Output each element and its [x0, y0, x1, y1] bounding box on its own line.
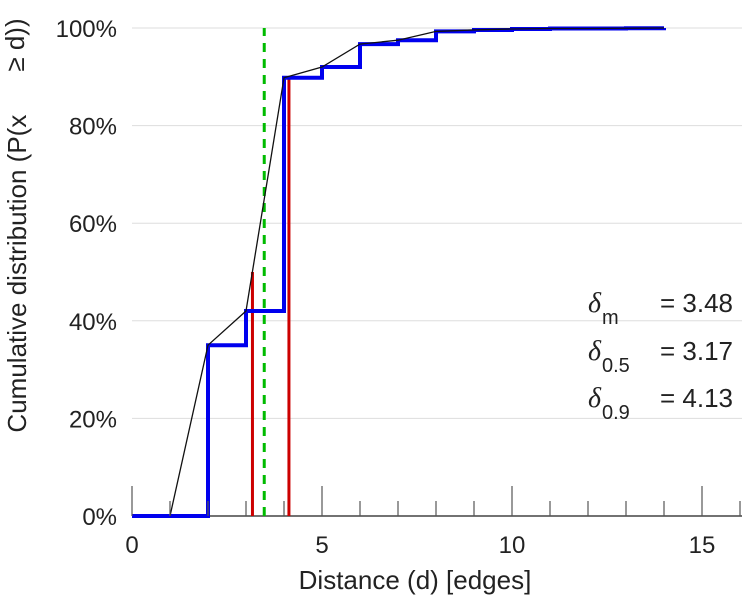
- x-tick-label: 15: [689, 532, 716, 559]
- delta-symbol: δ: [588, 288, 602, 319]
- stat-value: = 3.48: [660, 288, 733, 318]
- series-lines: [132, 26, 666, 518]
- y-tick-label: 80%: [69, 114, 117, 141]
- delta-subscript: 0.5: [602, 355, 630, 377]
- grid-lines: [132, 27, 742, 419]
- y-axis-label: Cumulative distribution (P(x ≥ d)): [0, 18, 32, 432]
- x-tick-label: 10: [499, 532, 526, 559]
- y-tick-label: 60%: [69, 211, 117, 238]
- cdf-interpolated-line: [169, 27, 665, 517]
- y-axis-label-line-2: ≥ d)): [0, 18, 30, 71]
- cdf-step-line: [132, 26, 666, 518]
- stat-m: δ m = 3.48: [588, 288, 733, 329]
- x-tick-label: 5: [315, 532, 328, 559]
- svg-text:Cumulative distribution (P(x: Cumulative distribution (P(x ≥ d)): [0, 18, 32, 432]
- y-tick-label: 100%: [56, 16, 117, 43]
- delta-symbol: δ: [588, 336, 602, 367]
- y-tick-label: 0%: [82, 504, 117, 531]
- stat-value: = 3.17: [660, 336, 733, 366]
- delta-subscript: m: [602, 307, 619, 329]
- statistics-annotation: δ m = 3.48δ 0.5 = 3.17δ 0.9 = 4.13: [588, 288, 733, 424]
- y-tick-label: 40%: [69, 309, 117, 336]
- delta-symbol: δ: [588, 383, 602, 414]
- x-axis-label: Distance (d) [edges]: [299, 565, 532, 595]
- x-tick-label: 0: [125, 532, 138, 559]
- stat-0.5: δ 0.5 = 3.17: [588, 336, 733, 377]
- stat-0.9: δ 0.9 = 4.13: [588, 383, 733, 424]
- delta-subscript: 0.9: [602, 402, 630, 424]
- stat-value: = 4.13: [660, 383, 733, 413]
- tick-labels: 0% 20% 40% 60% 80% 100% 0 5 10 15: [56, 16, 741, 559]
- y-axis-label-line-1: Cumulative distribution (P(x: [2, 115, 32, 433]
- y-tick-label: 20%: [69, 406, 117, 433]
